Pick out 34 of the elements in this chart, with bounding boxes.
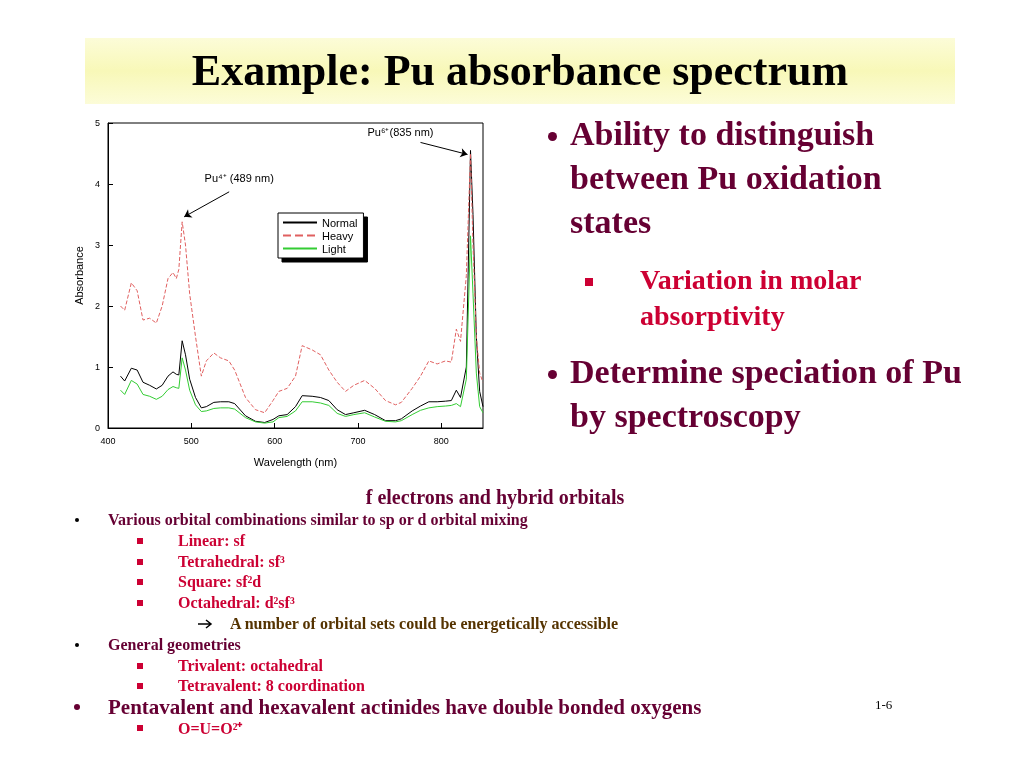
- y-tick-label: 0: [94, 423, 100, 433]
- x-tick-label: 800: [433, 435, 449, 446]
- legend-label: Heavy: [322, 229, 354, 242]
- text: Pentavalent and hexavalent actinides have double bonded oxygens: [108, 694, 702, 720]
- text: Tetravalent: 8 coordination: [178, 677, 365, 695]
- x-tick-label: 500: [183, 435, 199, 446]
- y-tick-label: 5: [94, 118, 100, 128]
- y-tick-label: 4: [94, 179, 100, 189]
- text: Variation in molar absorptivity: [640, 263, 862, 334]
- text: A number of orbital sets could be energetically accessible: [230, 615, 619, 633]
- text: Octahedral: d²sf³: [178, 594, 295, 612]
- y-tick-label: 2: [94, 301, 100, 311]
- text: Trivalent: octahedral: [178, 657, 324, 675]
- text: Tetrahedral: sf³: [178, 553, 285, 571]
- x-tick-label: 700: [350, 435, 366, 446]
- x-axis-title: Wavelength (nm): [253, 455, 338, 468]
- y-tick-label: 1: [94, 362, 100, 372]
- text: General geometries: [108, 636, 241, 654]
- legend-label: Normal: [322, 216, 358, 229]
- text: Ability to distinguish between Pu oxidation states: [570, 114, 883, 243]
- y-axis-title: Absorbance: [72, 246, 85, 305]
- text: Various orbital combinations similar to sp or d orbital mixing: [108, 511, 528, 529]
- legend-label: Light: [322, 242, 346, 255]
- y-tick-label: 3: [94, 240, 100, 250]
- annotation: Pu⁴⁺ (489 nm): [204, 171, 274, 184]
- x-tick-label: 600: [267, 435, 283, 446]
- text: f electrons and hybrid orbitals: [365, 485, 625, 509]
- text: Linear: sf: [178, 532, 246, 550]
- x-tick-label: 400: [100, 435, 116, 446]
- text: Square: sf²d: [178, 573, 262, 591]
- text: Determine speciation of Pu by spectroscopy: [570, 352, 963, 437]
- text: 1-6: [875, 697, 893, 713]
- annotation: Pu⁶⁺(835 nm): [367, 126, 434, 139]
- text: O=U=O²⁺: [178, 719, 243, 739]
